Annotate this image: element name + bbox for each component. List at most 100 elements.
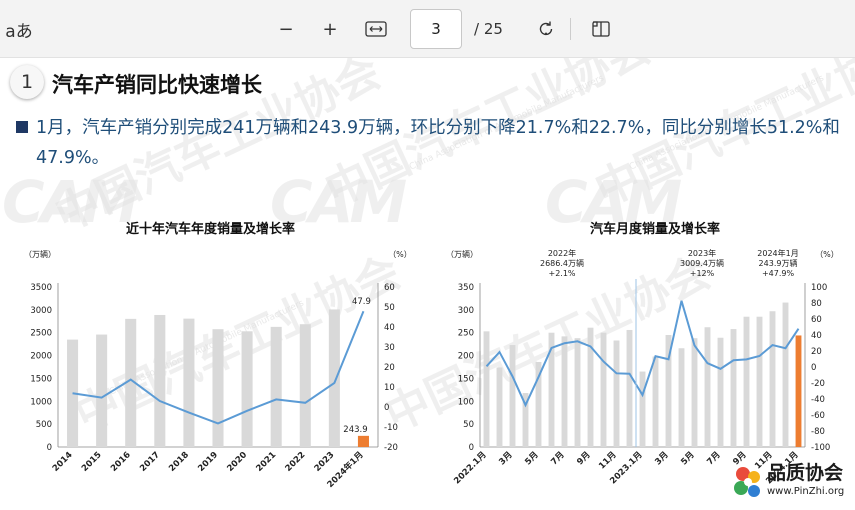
bar (561, 336, 568, 447)
annual-summary-annotation: 2024年1月 (757, 248, 798, 258)
bar (574, 338, 581, 447)
bar (509, 345, 516, 447)
bar (548, 332, 555, 447)
bar (613, 340, 620, 447)
section-number-badge: 1 (10, 65, 44, 99)
y-tick-label: 300 (458, 306, 474, 316)
y2-tick-label: -100 (811, 443, 830, 453)
bar (154, 314, 166, 447)
y2-tick-label: 30 (384, 343, 395, 353)
bullet-square-icon (16, 121, 28, 133)
fit-width-button[interactable] (362, 14, 390, 44)
bar (212, 329, 224, 447)
y-tick-label: 200 (458, 352, 474, 362)
y-axis-unit-label: （万辆） (446, 249, 478, 259)
y2-tick-label: 20 (384, 363, 395, 373)
watermark-logo: CAM (545, 168, 682, 236)
bar (730, 329, 737, 447)
annual-summary-annotation: 2686.4万辆 (540, 258, 584, 268)
x-tick-label: 7月 (549, 450, 566, 467)
y2-tick-label: 60 (384, 283, 395, 293)
annual-summary-annotation: 3009.4万辆 (680, 258, 724, 268)
bar (496, 367, 503, 447)
y-tick-label: 2500 (30, 329, 52, 339)
bar (96, 334, 108, 447)
chart-title-monthly: 汽车月度销量及增长率 (590, 222, 721, 237)
x-tick-label: 2019 (196, 450, 220, 474)
bar (795, 335, 802, 447)
bar (743, 316, 750, 447)
bar (652, 356, 659, 447)
x-tick-label: 2021 (254, 450, 278, 474)
bar (678, 348, 685, 447)
x-tick-label: 2022.1月 (452, 450, 488, 486)
y2-tick-label: 50 (384, 303, 395, 313)
page-view-button[interactable] (588, 14, 614, 44)
y2-tick-label: 0 (811, 363, 816, 373)
y2-tick-label: 40 (811, 331, 822, 341)
annual-summary-annotation: +12% (690, 269, 715, 278)
x-tick-label: 11月 (597, 450, 618, 471)
y-tick-label: 150 (458, 374, 474, 384)
annual-summary-annotation: +47.9% (762, 269, 795, 278)
y2-tick-label: 60 (811, 315, 822, 325)
bar (756, 316, 763, 447)
x-tick-label: 2020 (225, 450, 249, 474)
x-tick-label: 7月 (705, 450, 722, 467)
bar (241, 331, 253, 447)
read-aloud-button[interactable]: aあ (5, 21, 33, 42)
y2-axis-unit-label: （%） (388, 250, 412, 259)
bar (183, 318, 195, 447)
x-tick-label: 2015 (80, 450, 104, 474)
x-tick-label: 5月 (523, 450, 540, 467)
zoom-out-button[interactable]: − (278, 18, 294, 40)
watermark-logo: CAM (270, 168, 407, 236)
bar (717, 337, 724, 447)
annual-summary-annotation: 2023年 (688, 248, 716, 258)
y2-tick-label: -60 (811, 411, 825, 421)
y2-tick-label: 20 (811, 347, 822, 357)
y-axis-unit-label: （万辆） (24, 249, 56, 259)
bar (600, 332, 607, 447)
watermark-logo: CAM (2, 168, 139, 236)
fit-width-icon (365, 21, 387, 37)
x-tick-label: 5月 (679, 450, 696, 467)
y-tick-label: 2000 (30, 352, 52, 362)
y-tick-label: 1000 (30, 397, 52, 407)
x-tick-label: 3月 (497, 450, 514, 467)
sales-data-label: 243.9 (343, 425, 367, 435)
monthly-sales-chart: （万辆） （%）350300250200150100500100806040200… (446, 248, 839, 486)
annual-sales-chart: （万辆） （%） 3500 3000 2500 2000 1500 1000 500 0 60 50 4… (24, 249, 412, 490)
bar (639, 371, 646, 447)
y-tick-label: 350 (458, 283, 474, 293)
rotate-button[interactable] (532, 14, 560, 44)
x-tick-label: 2018 (167, 450, 191, 474)
y-tick-label: 500 (36, 420, 52, 430)
y2-tick-label: 80 (811, 299, 822, 309)
y-tick-label: 50 (463, 420, 474, 430)
x-tick-label: 3月 (653, 450, 670, 467)
y-tick-label: 0 (47, 443, 52, 453)
chart-title-annual: 近十年汽车年度销量及增长率 (126, 222, 296, 237)
y-tick-label: 3500 (30, 283, 52, 293)
toolbar-divider (570, 18, 571, 40)
site-url: www.PinZhi.org (767, 486, 845, 497)
x-tick-label: 2014 (51, 450, 75, 474)
page-number-input[interactable] (410, 9, 462, 49)
y-tick-label: 0 (469, 443, 474, 453)
bar (704, 327, 711, 447)
y-tick-label: 100 (458, 397, 474, 407)
x-tick-label: 2017 (138, 450, 162, 474)
bar (535, 361, 542, 447)
y2-tick-label: 0 (384, 403, 389, 413)
bar (483, 331, 490, 447)
bar (357, 435, 369, 447)
x-tick-label: 2022 (284, 450, 308, 474)
bar (522, 393, 529, 447)
y2-tick-label: 10 (384, 383, 395, 393)
x-tick-label: 9月 (575, 450, 592, 467)
bar (691, 338, 698, 447)
pdf-toolbar: aあ − + / 25 (0, 0, 855, 58)
zoom-in-button[interactable]: + (322, 18, 338, 40)
y-tick-label: 250 (458, 329, 474, 339)
